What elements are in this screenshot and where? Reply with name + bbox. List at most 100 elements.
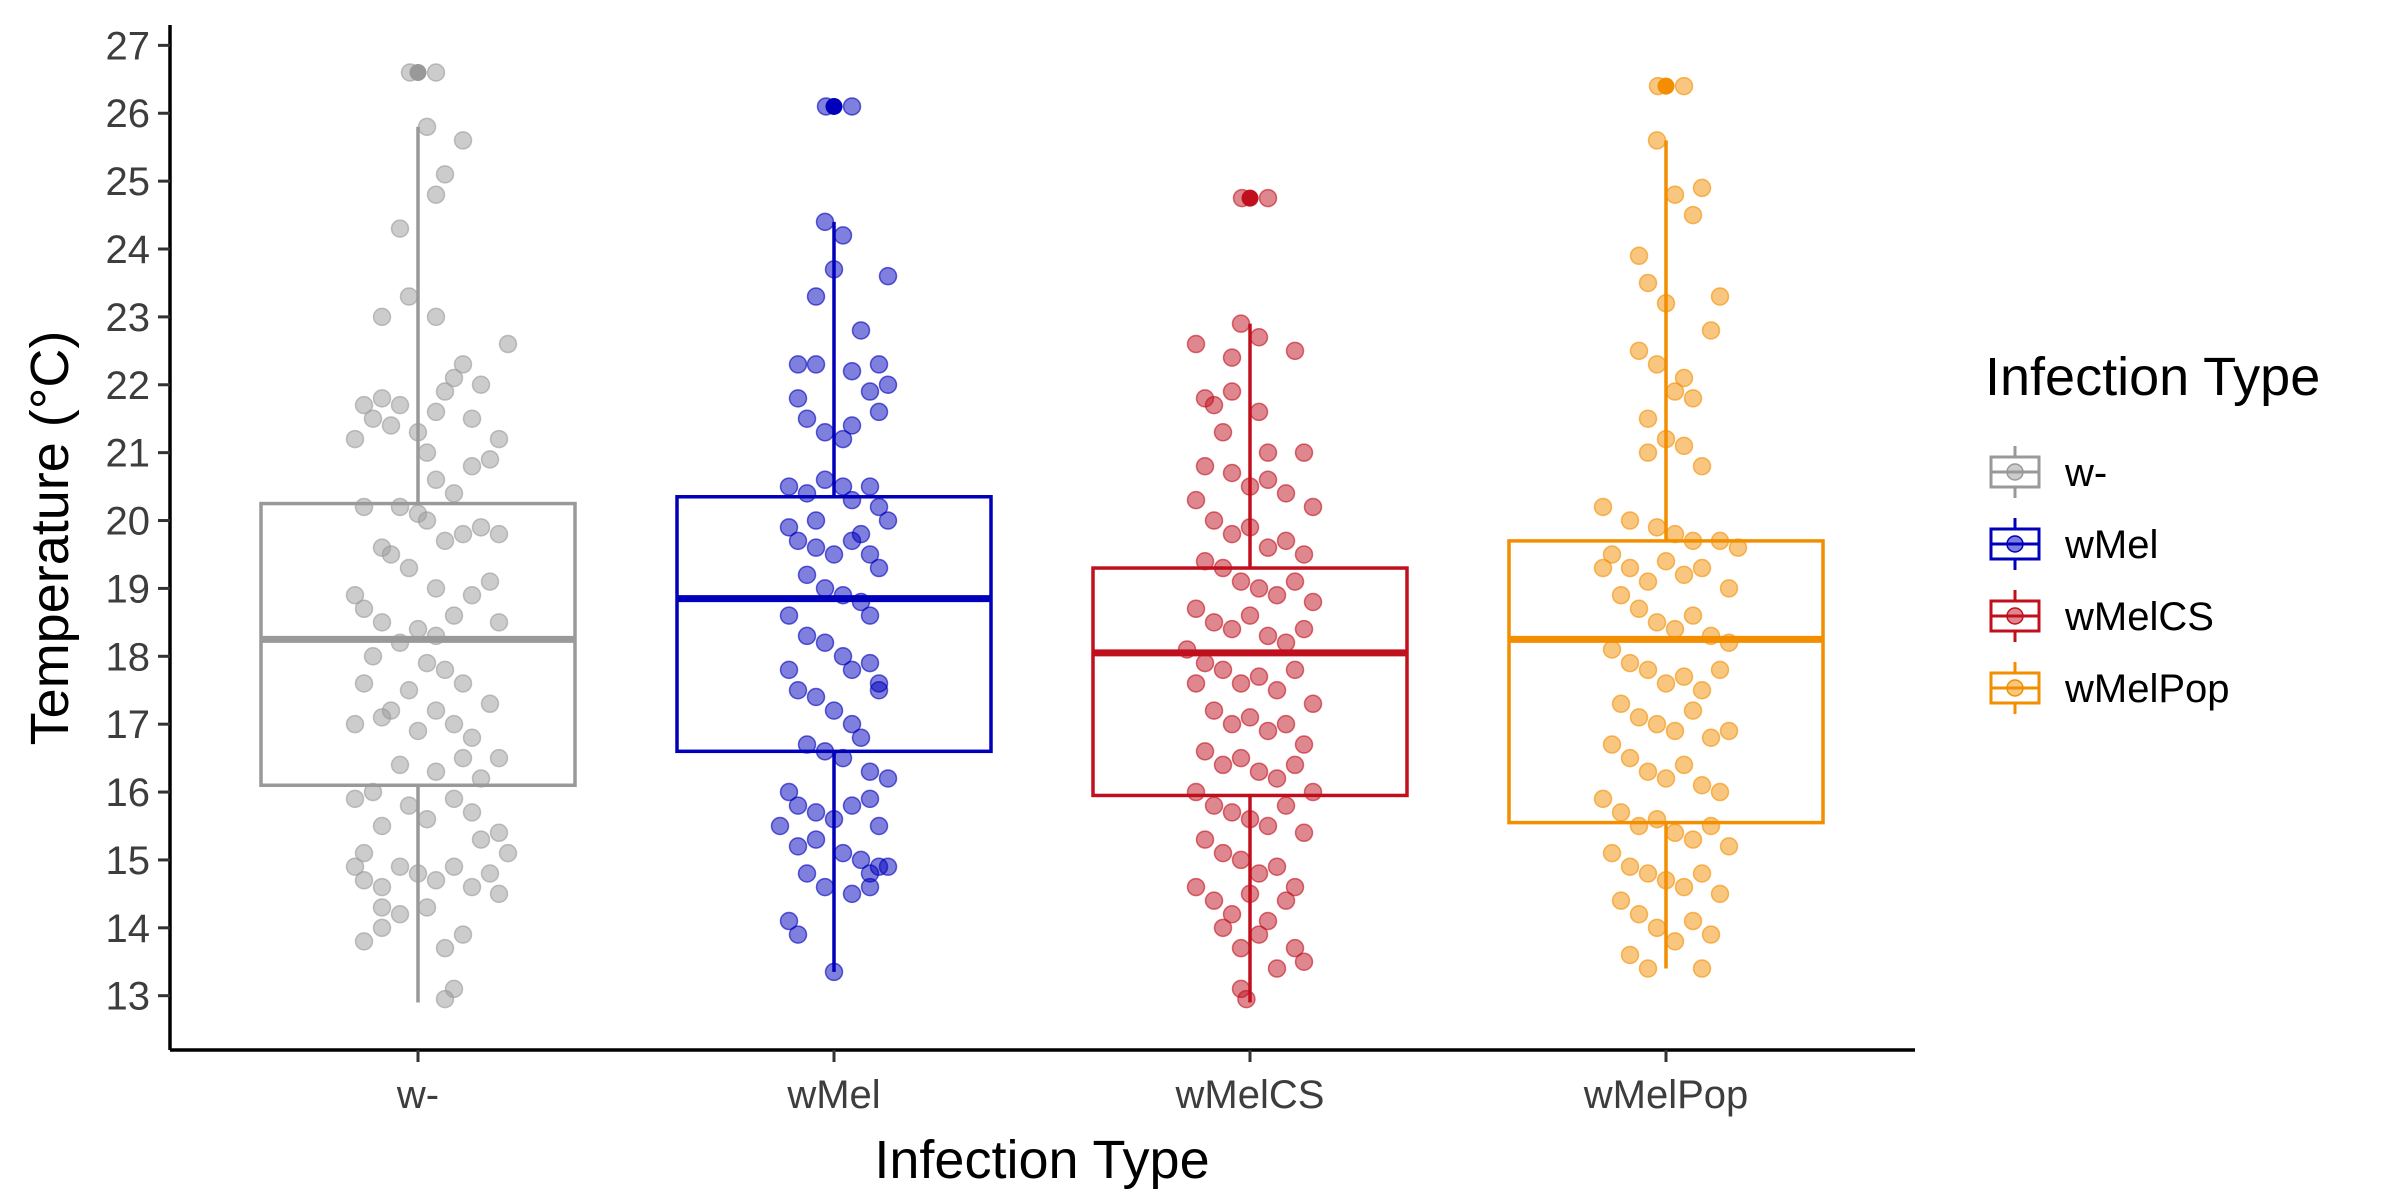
data-point — [1692, 864, 1712, 883]
data-point — [1620, 558, 1640, 578]
data-point — [354, 497, 374, 517]
data-point — [1195, 742, 1215, 761]
data-point — [833, 226, 853, 245]
data-point — [1647, 809, 1667, 829]
data-point — [842, 660, 862, 680]
data-point — [1240, 518, 1260, 537]
data-point — [1303, 782, 1323, 802]
legend-label: wMel — [2064, 523, 2158, 567]
data-point — [1620, 653, 1640, 673]
data-point — [1620, 857, 1640, 876]
data-point — [372, 898, 392, 917]
data-point — [399, 287, 419, 306]
data-point — [1611, 694, 1631, 714]
data-point — [1231, 938, 1251, 958]
data-point — [1647, 518, 1667, 537]
data-point — [1692, 959, 1712, 978]
data-point — [372, 877, 392, 897]
data-point — [1611, 803, 1631, 822]
data-point — [408, 864, 428, 883]
data-point — [426, 63, 446, 82]
data-point — [453, 131, 473, 150]
data-point — [1629, 341, 1649, 361]
data-point — [1285, 938, 1305, 958]
data-point — [842, 884, 862, 904]
data-point — [1267, 857, 1287, 876]
y-tick-label: 15 — [106, 839, 151, 883]
data-point — [1186, 674, 1206, 693]
data-point — [1701, 321, 1721, 340]
data-point — [797, 484, 817, 503]
data-point — [417, 443, 437, 462]
data-point — [462, 803, 482, 822]
legend-key-point — [2006, 535, 2024, 553]
data-point — [1611, 585, 1631, 605]
data-point — [1285, 341, 1305, 361]
y-tick-label: 20 — [106, 500, 151, 544]
data-point — [1267, 680, 1287, 700]
data-point — [1593, 558, 1613, 578]
data-point — [1294, 823, 1314, 843]
data-point — [1692, 456, 1712, 476]
data-point — [824, 962, 844, 982]
data-point — [417, 653, 437, 673]
data-point — [1719, 837, 1739, 856]
data-point — [788, 837, 808, 856]
data-point — [354, 599, 374, 619]
y-tick-label: 23 — [106, 296, 151, 340]
data-point — [426, 762, 446, 781]
data-point — [1222, 714, 1242, 734]
data-point — [842, 490, 862, 510]
data-point — [851, 592, 871, 612]
data-point — [1701, 925, 1721, 944]
data-point — [426, 402, 446, 422]
data-point — [770, 816, 790, 836]
data-point — [1303, 694, 1323, 714]
legend-title: Infection Type — [1985, 347, 2320, 407]
data-point — [381, 416, 401, 435]
data-point — [1647, 613, 1667, 632]
data-point — [1222, 803, 1242, 822]
data-point — [815, 579, 835, 598]
data-point — [1683, 830, 1703, 849]
data-point — [1683, 701, 1703, 720]
data-point — [489, 524, 509, 544]
data-point — [1683, 606, 1703, 625]
data-point — [1240, 606, 1260, 625]
data-point — [1593, 497, 1613, 517]
data-point — [824, 260, 844, 279]
data-point — [815, 877, 835, 897]
data-point — [390, 219, 410, 238]
data-point — [1249, 925, 1269, 944]
data-point — [480, 450, 500, 469]
data-point — [1692, 558, 1712, 578]
data-point — [779, 911, 799, 931]
data-point — [797, 409, 817, 428]
data-point — [444, 606, 464, 625]
data-point — [816, 97, 836, 116]
legend-entry-wMelPop: wMelPop — [1989, 662, 2230, 714]
y-tick-label: 27 — [106, 24, 151, 68]
data-point — [1647, 355, 1667, 374]
data-point — [498, 334, 518, 354]
data-point — [1186, 782, 1206, 802]
data-point — [1222, 524, 1242, 544]
data-point — [869, 355, 889, 374]
data-point — [1204, 613, 1224, 632]
data-point — [345, 714, 365, 734]
y-tick-label: 26 — [106, 92, 151, 136]
data-point — [806, 355, 826, 374]
data-point — [480, 572, 500, 591]
data-point — [435, 938, 455, 958]
y-axis-ticks: 13 14 15 16 17 18 19 20 21 22 23 24 25 26 27 — [106, 24, 170, 1019]
data-point — [1213, 660, 1233, 680]
data-point — [1638, 273, 1658, 293]
data-point — [788, 796, 808, 815]
data-point — [833, 477, 853, 496]
data-point — [426, 626, 446, 646]
data-point — [1267, 769, 1287, 788]
data-point — [408, 423, 428, 442]
data-point — [390, 497, 410, 517]
data-point — [806, 830, 826, 849]
legend-key-point — [2006, 607, 2024, 625]
